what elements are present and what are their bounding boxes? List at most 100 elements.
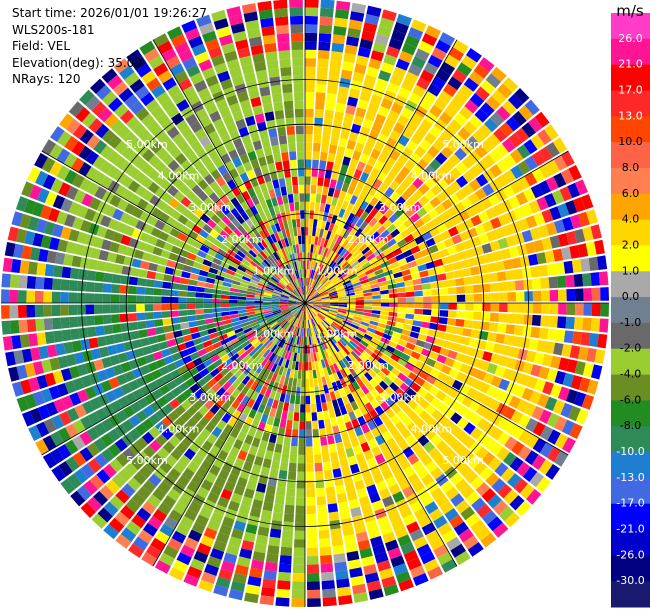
radar-gate: [290, 281, 296, 290]
radar-gate: [43, 291, 52, 303]
radar-gate: [514, 88, 530, 104]
radar-gate: [364, 303, 373, 306]
radar-gate: [366, 344, 376, 353]
radar-gate: [156, 447, 170, 460]
radar-gate: [222, 281, 232, 288]
radar-gate: [301, 243, 305, 253]
radar-gate: [250, 559, 264, 570]
radar-gate: [389, 129, 401, 142]
radar-gate: [485, 207, 498, 220]
radar-gate: [139, 40, 156, 56]
radar-gate: [538, 146, 553, 162]
radar-gate: [406, 171, 418, 183]
radar-gate: [296, 303, 305, 306]
radar-gate: [327, 383, 334, 393]
radar-gate: [225, 544, 240, 556]
radar-gate: [392, 491, 405, 503]
radar-gate: [436, 178, 449, 191]
radar-gate: [159, 384, 171, 395]
radar-gate: [349, 158, 359, 169]
radar-gate: [181, 435, 194, 448]
radar-gate: [429, 125, 442, 138]
radar-gate: [305, 184, 311, 194]
radar-gate: [252, 273, 261, 280]
radar-gate: [227, 416, 238, 428]
radar-gate: [340, 431, 350, 442]
radar-gate: [347, 353, 356, 362]
radar-gate: [137, 128, 152, 142]
radar-gate: [569, 423, 583, 439]
radar-gate: [206, 323, 216, 330]
radar-gate: [401, 42, 417, 56]
radar-gate: [496, 174, 509, 188]
radar-gate: [281, 212, 287, 222]
radar-gate: [370, 167, 380, 179]
radar-gate: [167, 26, 183, 40]
radar-gate: [524, 402, 537, 417]
radar-gate: [104, 204, 117, 218]
radar-gate: [239, 282, 249, 288]
radar-gate: [218, 469, 230, 481]
radar-gate: [239, 469, 251, 480]
radar-gate: [340, 275, 349, 282]
radar-gate: [237, 309, 247, 314]
radar-gate: [210, 512, 224, 524]
radar-gate: [478, 57, 495, 72]
radar-gate: [392, 66, 407, 79]
radar-gate: [307, 269, 310, 278]
radar-gate: [26, 319, 37, 333]
radar-gate: [457, 250, 468, 261]
radar-gate: [305, 303, 306, 312]
radar-gate: [288, 297, 298, 301]
radar-gate: [463, 319, 473, 329]
radar-gate: [346, 166, 356, 177]
radar-gate: [425, 404, 437, 416]
radar-gate: [136, 286, 146, 295]
range-ring-label: 5.00km: [442, 138, 484, 151]
radar-gate: [521, 229, 533, 243]
radar-gate: [136, 356, 148, 367]
radar-gate: [232, 137, 244, 149]
radar-gate: [86, 134, 101, 150]
radar-gate: [274, 313, 283, 319]
radar-gate: [155, 376, 167, 388]
radar-gate: [283, 402, 290, 412]
radar-gate: [145, 544, 162, 559]
radar-gate: [487, 332, 497, 342]
radar-gate: [299, 201, 305, 211]
radar-gate: [287, 342, 292, 352]
radar-gate: [465, 248, 476, 259]
radar-gate: [58, 461, 73, 477]
radar-gate: [553, 342, 564, 356]
radar-gate: [157, 396, 169, 408]
radar-gate: [46, 344, 58, 358]
radar-gate: [494, 227, 506, 239]
radar-gate: [231, 75, 245, 87]
radar-gate: [272, 291, 282, 296]
radar-gate: [192, 172, 204, 184]
radar-gate: [173, 178, 185, 190]
radar-gate: [305, 193, 310, 202]
radar-gate: [307, 581, 320, 591]
radar-gate: [503, 169, 517, 184]
radar-gate: [351, 279, 360, 285]
radar-gate: [282, 444, 290, 455]
radar-gate: [489, 240, 501, 252]
radar-gate: [288, 301, 297, 303]
radar-gate: [255, 290, 265, 295]
radar-gate: [311, 344, 316, 353]
radar-gate: [195, 466, 208, 479]
radar-gate: [364, 193, 374, 204]
radar-gate: [310, 387, 315, 396]
radar-gate: [267, 267, 275, 275]
radar-gate: [129, 78, 145, 93]
radar-gate: [263, 308, 272, 312]
radar-gate: [355, 299, 365, 303]
radar-gate: [395, 421, 406, 433]
radar-gate: [294, 253, 299, 262]
radar-gate: [77, 389, 89, 403]
radar-gate: [259, 86, 271, 97]
radar-gate: [529, 227, 542, 241]
radar-gate: [272, 294, 281, 298]
radar-gate: [220, 367, 230, 377]
